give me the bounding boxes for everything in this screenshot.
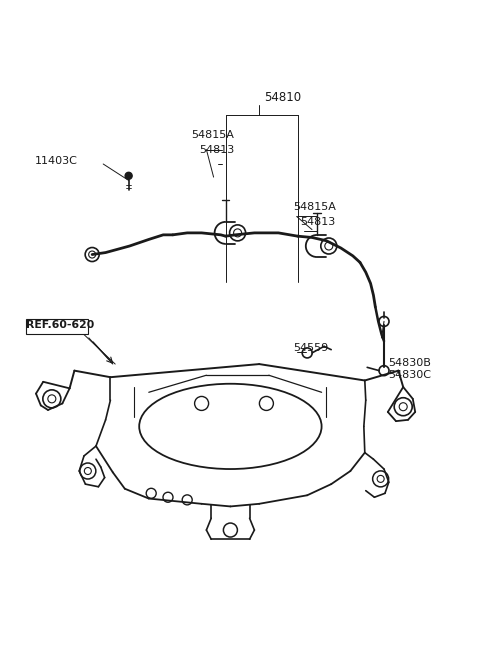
Circle shape	[125, 173, 132, 179]
Text: 54830C: 54830C	[388, 370, 431, 380]
Text: 54813: 54813	[199, 144, 234, 155]
Text: 54815A: 54815A	[293, 201, 336, 212]
Text: 54810: 54810	[264, 91, 301, 104]
Text: 11403C: 11403C	[35, 155, 77, 166]
Text: 54830B: 54830B	[388, 358, 431, 369]
Text: 54815A: 54815A	[191, 130, 234, 140]
Text: 54813: 54813	[300, 216, 335, 227]
Text: 54559: 54559	[293, 342, 328, 353]
Text: REF.60-620: REF.60-620	[26, 319, 95, 330]
